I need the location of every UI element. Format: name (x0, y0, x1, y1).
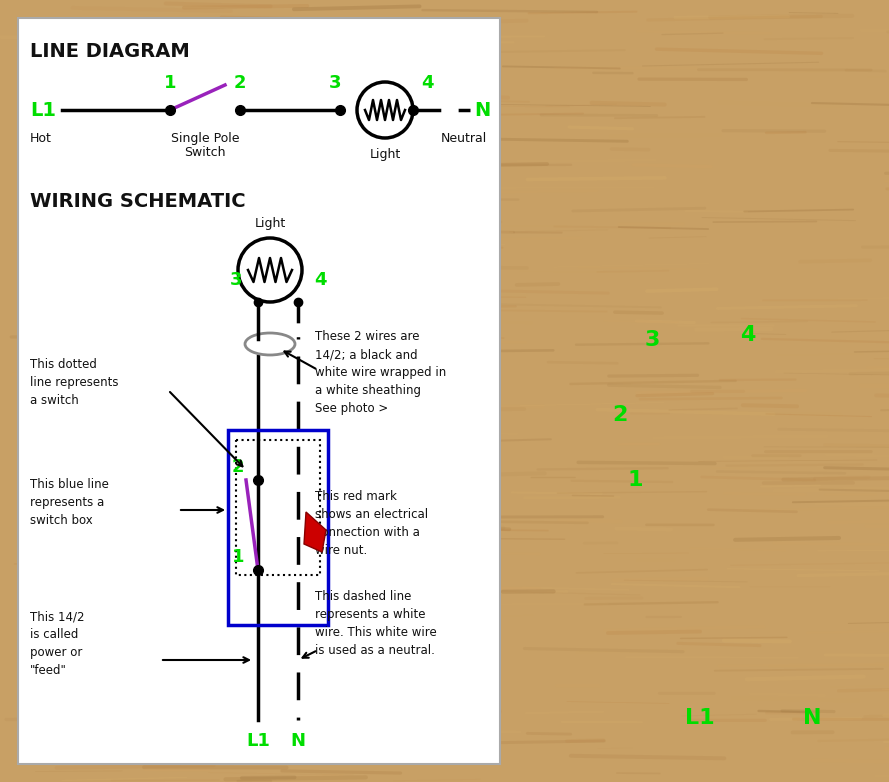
Text: 3: 3 (329, 74, 341, 92)
Text: 2: 2 (231, 458, 244, 476)
Text: 2: 2 (234, 74, 246, 92)
Polygon shape (304, 512, 326, 552)
Text: Neutral: Neutral (441, 132, 487, 145)
Text: These 2 wires are
14/2; a black and
white wire wrapped in
a white sheathing
See : These 2 wires are 14/2; a black and whit… (315, 330, 446, 415)
Text: L1: L1 (685, 708, 715, 728)
Bar (18, 18, 500, 764)
Text: WIRING SCHEMATIC: WIRING SCHEMATIC (30, 192, 245, 211)
Text: L1: L1 (30, 101, 56, 120)
Text: N: N (291, 732, 306, 750)
Text: 1: 1 (628, 470, 643, 490)
Text: This blue line
represents a
switch box: This blue line represents a switch box (30, 478, 108, 527)
Text: Light: Light (254, 217, 285, 230)
Text: This red mark
shows an electrical
connection with a
wire nut.: This red mark shows an electrical connec… (315, 490, 428, 557)
Text: This dashed line
represents a white
wire. This white wire
is used as a neutral.: This dashed line represents a white wire… (315, 590, 436, 657)
Text: 3: 3 (645, 330, 660, 350)
Text: Single Pole: Single Pole (171, 132, 239, 145)
Text: Light: Light (369, 148, 401, 161)
Text: 4: 4 (741, 325, 756, 345)
Text: 4: 4 (314, 271, 326, 289)
Text: Switch: Switch (184, 146, 226, 159)
Text: L1: L1 (246, 732, 270, 750)
Text: N: N (803, 708, 821, 728)
Text: 2: 2 (613, 405, 628, 425)
Text: 1: 1 (231, 548, 244, 566)
Bar (236, 440, 320, 575)
Text: N: N (474, 101, 490, 120)
Text: This dotted
line represents
a switch: This dotted line represents a switch (30, 358, 118, 407)
Bar (228, 430, 328, 625)
Text: Hot: Hot (30, 132, 52, 145)
Text: 3: 3 (229, 271, 242, 289)
Text: 4: 4 (421, 74, 434, 92)
Text: This 14/2
is called
power or
"feed": This 14/2 is called power or "feed" (30, 610, 84, 677)
Text: LINE DIAGRAM: LINE DIAGRAM (30, 42, 189, 61)
Text: 1: 1 (164, 74, 176, 92)
